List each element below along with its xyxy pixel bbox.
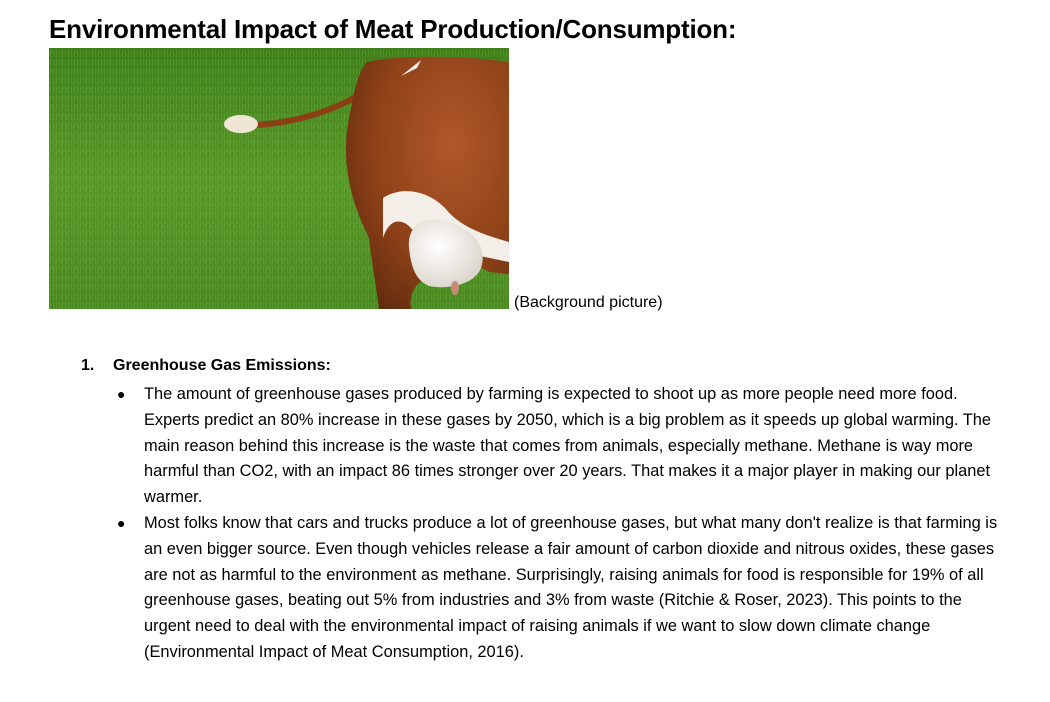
bullet-text: The amount of greenhouse gases produced … — [144, 385, 992, 507]
list-item: ● The amount of greenhouse gases produce… — [81, 382, 1011, 511]
bullet-icon: ● — [117, 514, 126, 531]
section-title: Greenhouse Gas Emissions: — [113, 357, 331, 374]
bullet-text: Most folks know that cars and trucks pro… — [144, 513, 998, 661]
greenhouse-section: 1. Greenhouse Gas Emissions: ● The amount… — [81, 356, 1011, 666]
section-heading: 1. Greenhouse Gas Emissions: — [81, 356, 1011, 376]
bullet-list: ● The amount of greenhouse gases produce… — [81, 382, 1011, 666]
list-item: ● Most folks know that cars and trucks p… — [81, 511, 1011, 666]
image-caption: (Background picture) — [514, 294, 663, 311]
cow-grass-photo — [49, 48, 509, 309]
bullet-icon: ● — [117, 386, 126, 402]
document-title: Environmental Impact of Meat Production/… — [49, 14, 737, 44]
section-number: 1. — [81, 357, 95, 374]
